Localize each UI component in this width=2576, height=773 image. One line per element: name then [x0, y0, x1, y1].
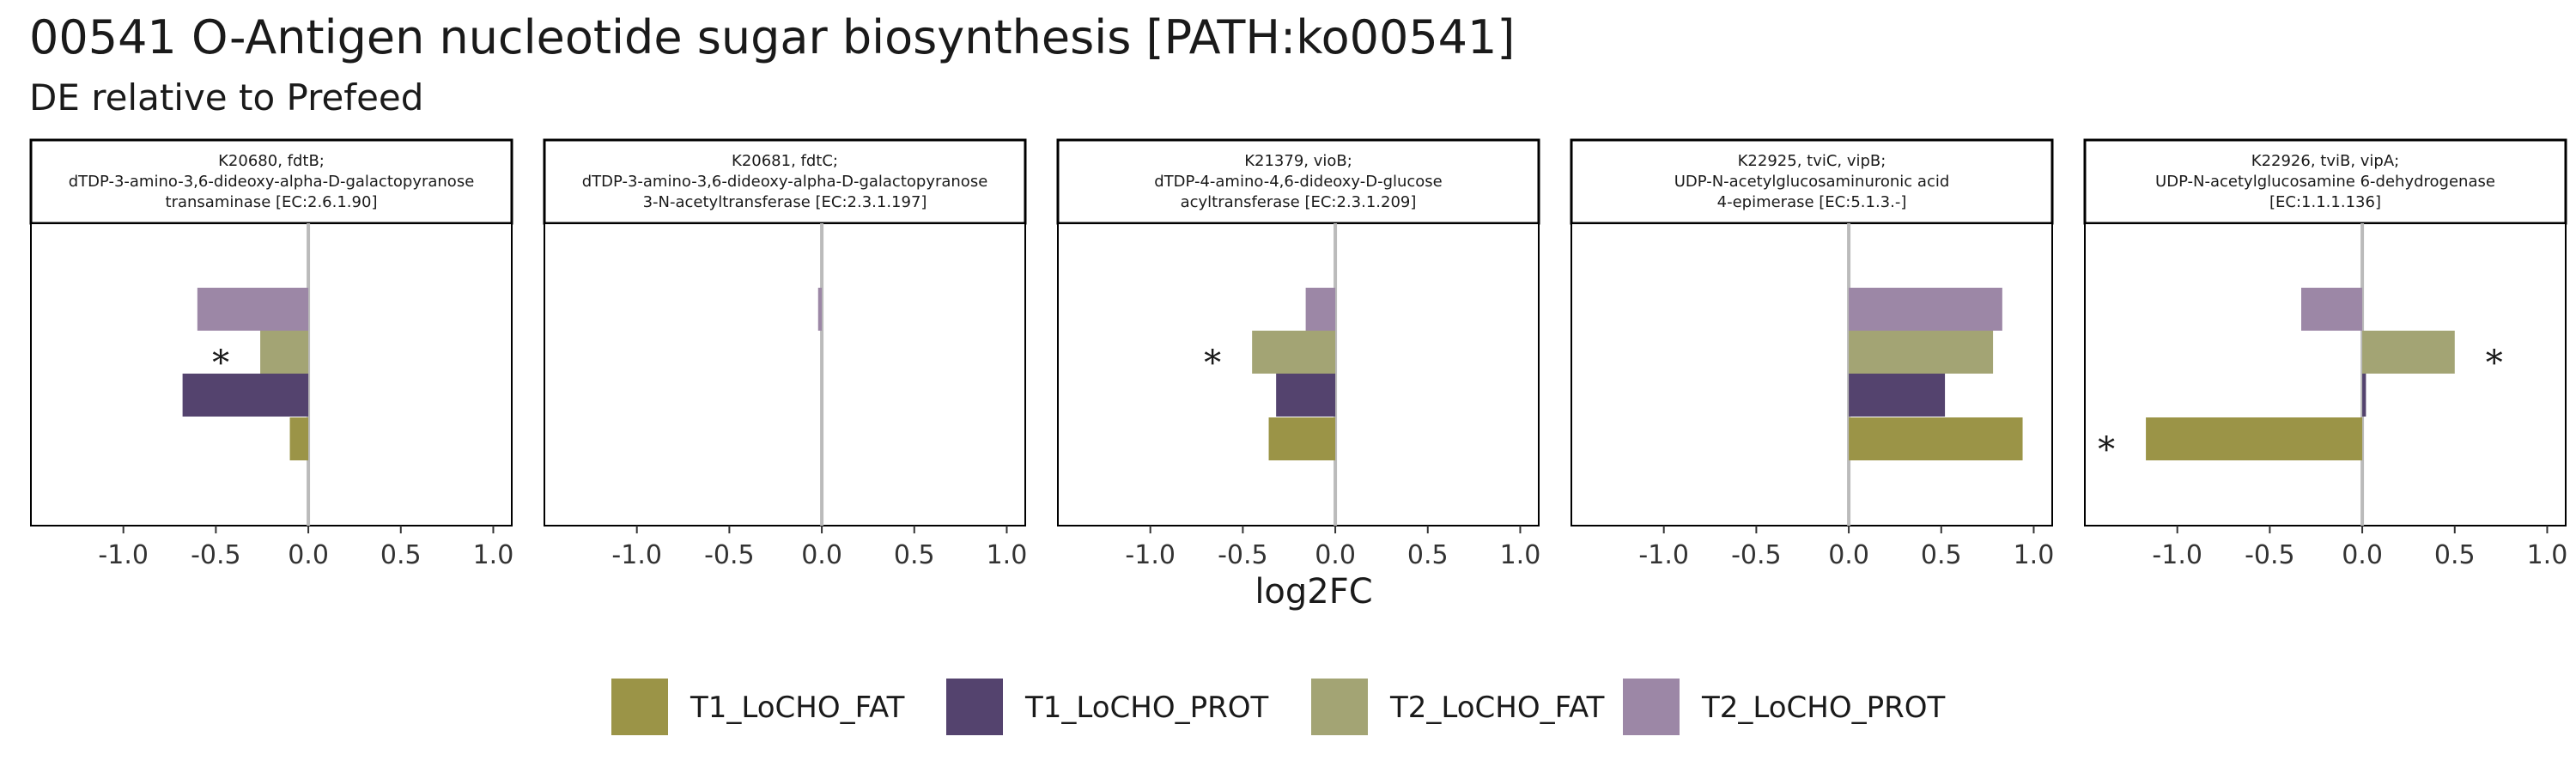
bar-t1-locho-fat — [1849, 417, 2023, 460]
facet-strip-label: dTDP-4-amino-4,6-dideoxy-D-glucose — [1154, 173, 1443, 191]
bar-t2-locho-fat — [2362, 331, 2455, 374]
x-tick-label: -1.0 — [1638, 540, 1689, 570]
x-tick-label: -1.0 — [2152, 540, 2202, 570]
facet-panel: K20680, fdtB; dTDP-3-amino-3,6-dideoxy-al… — [29, 138, 514, 570]
x-tick-label: -1.0 — [98, 540, 149, 570]
facet-panel: K22926, tviB, vipA; UDP-N-acetylglucosami… — [2083, 138, 2568, 570]
bar-t1-locho-prot — [2362, 374, 2366, 417]
x-tick-label: 0.0 — [2342, 540, 2383, 570]
legend-label: T2_LoCHO_FAT — [1389, 691, 1605, 725]
x-tick-label: -0.5 — [1218, 540, 1268, 570]
facet-strip-label: K20681, fdtC; — [732, 152, 838, 170]
legend-item: T2_LoCHO_FAT — [1311, 679, 1605, 735]
bar-t2-locho-fat — [260, 331, 309, 374]
legend-label: T1_LoCHO_PROT — [1024, 691, 1269, 725]
bar-t1-locho-prot — [1849, 374, 1946, 417]
x-tick-label: 0.0 — [1828, 540, 1869, 570]
facet-panel: K20681, fdtC; dTDP-3-amino-3,6-dideoxy-al… — [543, 138, 1028, 570]
bar-t1-locho-prot — [182, 374, 309, 417]
x-tick-label: 0.0 — [288, 540, 329, 570]
legend-swatch — [946, 679, 1003, 735]
facet-panels: K20680, fdtB; dTDP-3-amino-3,6-dideoxy-al… — [29, 138, 2568, 570]
significance-star: * — [2486, 344, 2503, 383]
x-tick-label: 0.5 — [894, 540, 935, 570]
bar-t1-locho-fat — [289, 417, 309, 460]
bar-t1-locho-fat — [1268, 417, 1336, 460]
x-tick-label: 1.0 — [1500, 540, 1541, 570]
facet-strip — [2083, 138, 2567, 225]
x-tick-label: 0.0 — [801, 540, 842, 570]
facet-panel: K22925, tviC, vipB; UDP-N-acetylglucosami… — [1570, 138, 2055, 570]
facet-strip-label: [EC:1.1.1.136] — [2269, 193, 2381, 211]
bar-t2-locho-prot — [197, 288, 309, 331]
bar-t2-locho-fat — [1849, 331, 1994, 374]
legend: T1_LoCHO_FAT T1_LoCHO_PROT T2_LoCHO_FAT T2_… — [611, 679, 1946, 735]
facet-strip — [543, 138, 1027, 225]
plot-area — [2084, 222, 2567, 526]
bar-t2-locho-fat — [1252, 331, 1336, 374]
x-tick-label: 1.0 — [2014, 540, 2055, 570]
bar-t2-locho-prot — [1305, 288, 1336, 331]
x-tick-label: -0.5 — [1731, 540, 1782, 570]
facet-panel: K21379, vioB; dTDP-4-amino-4,6-dideoxy-D-… — [1056, 138, 1541, 570]
plot-area — [544, 222, 1026, 526]
x-axis-title: log2FC — [1255, 572, 1372, 612]
facet-strip-label: dTDP-3-amino-3,6-dideoxy-alpha-D-galacto… — [582, 173, 988, 191]
facet-strip-label: transaminase [EC:2.6.1.90] — [166, 193, 378, 211]
significance-star: * — [1204, 344, 1221, 383]
facet-strip — [1056, 138, 1540, 225]
facet-strip-label: 4-epimerase [EC:5.1.3.-] — [1717, 193, 1907, 211]
bar-t2-locho-prot — [1849, 288, 2002, 331]
facet-strip — [1570, 138, 2054, 225]
plot-area — [1571, 222, 2053, 526]
facet-strip-label: K20680, fdtB; — [218, 152, 325, 170]
significance-star: * — [2098, 430, 2115, 470]
x-tick-label: 0.5 — [1407, 540, 1449, 570]
significance-star: * — [212, 344, 229, 383]
facet-strip-label: dTDP-3-amino-3,6-dideoxy-alpha-D-galacto… — [69, 173, 475, 191]
x-tick-label: 1.0 — [473, 540, 514, 570]
x-tick-label: 1.0 — [2527, 540, 2568, 570]
legend-swatch — [1311, 679, 1368, 735]
x-tick-label: 0.0 — [1315, 540, 1356, 570]
legend-label: T1_LoCHO_FAT — [690, 691, 905, 725]
facet-strip-label: UDP-N-acetylglucosamine 6-dehydrogenase — [2155, 173, 2495, 191]
facet-strip-label: UDP-N-acetylglucosaminuronic acid — [1674, 173, 1950, 191]
legend-swatch — [1623, 679, 1680, 735]
x-tick-label: -0.5 — [704, 540, 755, 570]
legend-label: T2_LoCHO_PROT — [1701, 691, 1946, 725]
bar-t2-locho-prot — [817, 288, 823, 331]
facet-strip-label: 3-N-acetyltransferase [EC:2.3.1.197] — [643, 193, 927, 211]
x-tick-label: -0.5 — [2245, 540, 2295, 570]
bar-t1-locho-prot — [1276, 374, 1336, 417]
facet-strip-label: K22926, tviB, vipA; — [2251, 152, 2399, 170]
x-tick-label: 0.5 — [1921, 540, 1962, 570]
chart-title: 00541 O-Antigen nucleotide sugar biosynt… — [29, 10, 1515, 64]
x-tick-label: 1.0 — [987, 540, 1028, 570]
legend-item: T1_LoCHO_PROT — [946, 679, 1269, 735]
legend-item: T2_LoCHO_PROT — [1623, 679, 1946, 735]
x-tick-label: 0.5 — [380, 540, 422, 570]
x-tick-label: -0.5 — [191, 540, 241, 570]
facet-strip-label: K22925, tviC, vipB; — [1738, 152, 1886, 170]
bar-t1-locho-fat — [2146, 417, 2363, 460]
legend-item: T1_LoCHO_FAT — [611, 679, 905, 735]
facet-strip-label: acyltransferase [EC:2.3.1.209] — [1181, 193, 1417, 211]
x-tick-label: -1.0 — [1125, 540, 1176, 570]
facet-strip-label: K21379, vioB; — [1244, 152, 1352, 170]
x-tick-label: 0.5 — [2434, 540, 2476, 570]
facet-strip — [29, 138, 513, 225]
chart-subtitle: DE relative to Prefeed — [29, 76, 423, 119]
x-tick-label: -1.0 — [611, 540, 662, 570]
bar-t2-locho-prot — [2301, 288, 2363, 331]
legend-swatch — [611, 679, 668, 735]
